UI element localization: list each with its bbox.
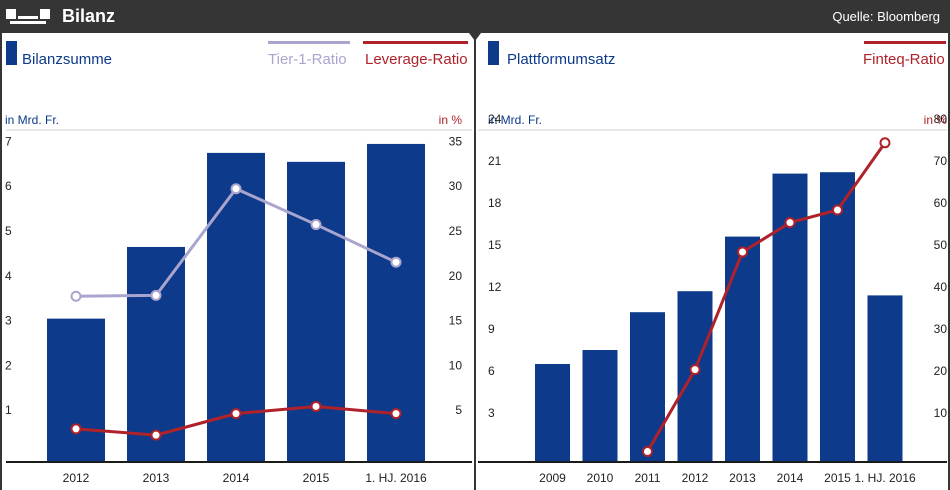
y-tick-right: 40	[934, 280, 948, 294]
x-tick-label: 1. HJ. 2016	[365, 471, 427, 485]
data-point	[310, 219, 322, 231]
legend-line	[268, 41, 350, 44]
x-tick-label: 2012	[682, 471, 709, 485]
y-axis-right-label: in %	[439, 113, 463, 127]
data-point	[150, 289, 162, 301]
y-tick-left: 18	[488, 196, 502, 210]
header-bar: Bilanz Quelle: Bloomberg	[0, 0, 950, 33]
data-point	[832, 204, 843, 216]
legend-leverage-ratio: Leverage-Ratio	[365, 51, 468, 68]
y-axis-left-label: in Mrd. Fr.	[488, 113, 542, 127]
y-tick-left: 3	[488, 406, 495, 420]
y-tick-left: 9	[488, 322, 495, 336]
frame-right	[948, 33, 950, 490]
bar	[630, 312, 665, 462]
y-tick-left: 5	[5, 224, 12, 238]
y-tick-left: 6	[5, 179, 12, 193]
data-point	[150, 429, 162, 441]
data-point	[390, 256, 402, 268]
x-tick-label: 2009	[539, 471, 566, 485]
y-axis-left-label: in Mrd. Fr.	[5, 113, 59, 127]
series-line-finteq-ratio	[646, 141, 887, 453]
y-tick-left: 24	[488, 112, 502, 126]
bar	[772, 173, 808, 462]
y-tick-right: 60	[934, 196, 948, 210]
legend-line	[864, 41, 946, 44]
y-tick-right: 80	[934, 112, 948, 126]
bar	[867, 295, 903, 462]
panel-divider	[474, 33, 476, 490]
y-tick-right: 20	[449, 269, 463, 283]
data-point	[390, 408, 402, 420]
y-axis-right-label: in %	[924, 113, 948, 127]
legend-tier-1-ratio: Tier-1-Ratio	[268, 51, 347, 68]
data-point	[642, 446, 653, 457]
legend-swatch	[6, 41, 17, 65]
x-tick-label: 2012	[63, 471, 90, 485]
frame-left	[0, 33, 2, 490]
y-tick-right: 35	[449, 134, 463, 148]
x-tick-label: 2015	[824, 471, 851, 485]
data-point	[689, 364, 701, 376]
y-tick-right: 5	[455, 403, 462, 417]
x-tick-label: 2015	[303, 471, 330, 485]
x-tick-label: 2010	[587, 471, 614, 485]
divider-tip	[469, 33, 481, 41]
bar	[677, 291, 713, 462]
bar	[820, 172, 855, 462]
y-tick-right: 15	[449, 314, 463, 328]
y-tick-left: 6	[488, 364, 495, 378]
y-tick-right: 70	[934, 154, 948, 168]
page-title: Bilanz	[62, 6, 116, 26]
y-tick-right: 10	[934, 406, 948, 420]
x-tick-label: 2013	[729, 471, 756, 485]
bar	[582, 350, 618, 462]
data-point	[70, 290, 82, 302]
bar	[535, 364, 570, 462]
x-tick-label: 1. HJ. 2016	[854, 471, 916, 485]
source-label: Quelle: Bloomberg	[832, 9, 940, 24]
x-tick-label: 2011	[635, 471, 661, 485]
y-tick-left: 12	[488, 280, 502, 294]
x-tick-label: 2014	[223, 471, 250, 485]
y-tick-right: 30	[449, 179, 463, 193]
bar	[725, 236, 760, 462]
y-tick-right: 10	[449, 358, 463, 372]
data-point	[784, 217, 796, 229]
bar	[127, 246, 185, 462]
data-point	[230, 408, 242, 420]
y-tick-left: 15	[488, 238, 502, 252]
y-tick-right: 25	[449, 224, 463, 238]
y-tick-left: 1	[5, 403, 12, 417]
data-point	[737, 246, 748, 258]
x-tick-label: 2013	[143, 471, 170, 485]
data-point	[310, 400, 322, 412]
y-tick-left: 21	[488, 154, 502, 168]
legend-line	[363, 41, 468, 44]
data-point	[879, 137, 891, 149]
y-tick-right: 30	[934, 322, 948, 336]
data-point	[230, 183, 242, 195]
legend-swatch	[488, 41, 499, 65]
y-tick-right: 50	[934, 238, 948, 252]
legend-bilanzsumme: Bilanzsumme	[22, 51, 112, 68]
balance-scale-icon	[6, 9, 50, 24]
y-tick-left: 4	[5, 269, 12, 283]
bar	[47, 318, 105, 462]
legend-plattformumsatz: Plattformumsatz	[507, 51, 615, 68]
y-tick-right: 20	[934, 364, 948, 378]
y-tick-left: 7	[5, 134, 12, 148]
x-tick-label: 2014	[777, 471, 804, 485]
bar	[287, 161, 345, 462]
legend-finteq-ratio: Finteq-Ratio	[863, 51, 945, 68]
y-tick-left: 2	[5, 358, 12, 372]
data-point	[70, 423, 82, 435]
y-tick-left: 3	[5, 314, 12, 328]
